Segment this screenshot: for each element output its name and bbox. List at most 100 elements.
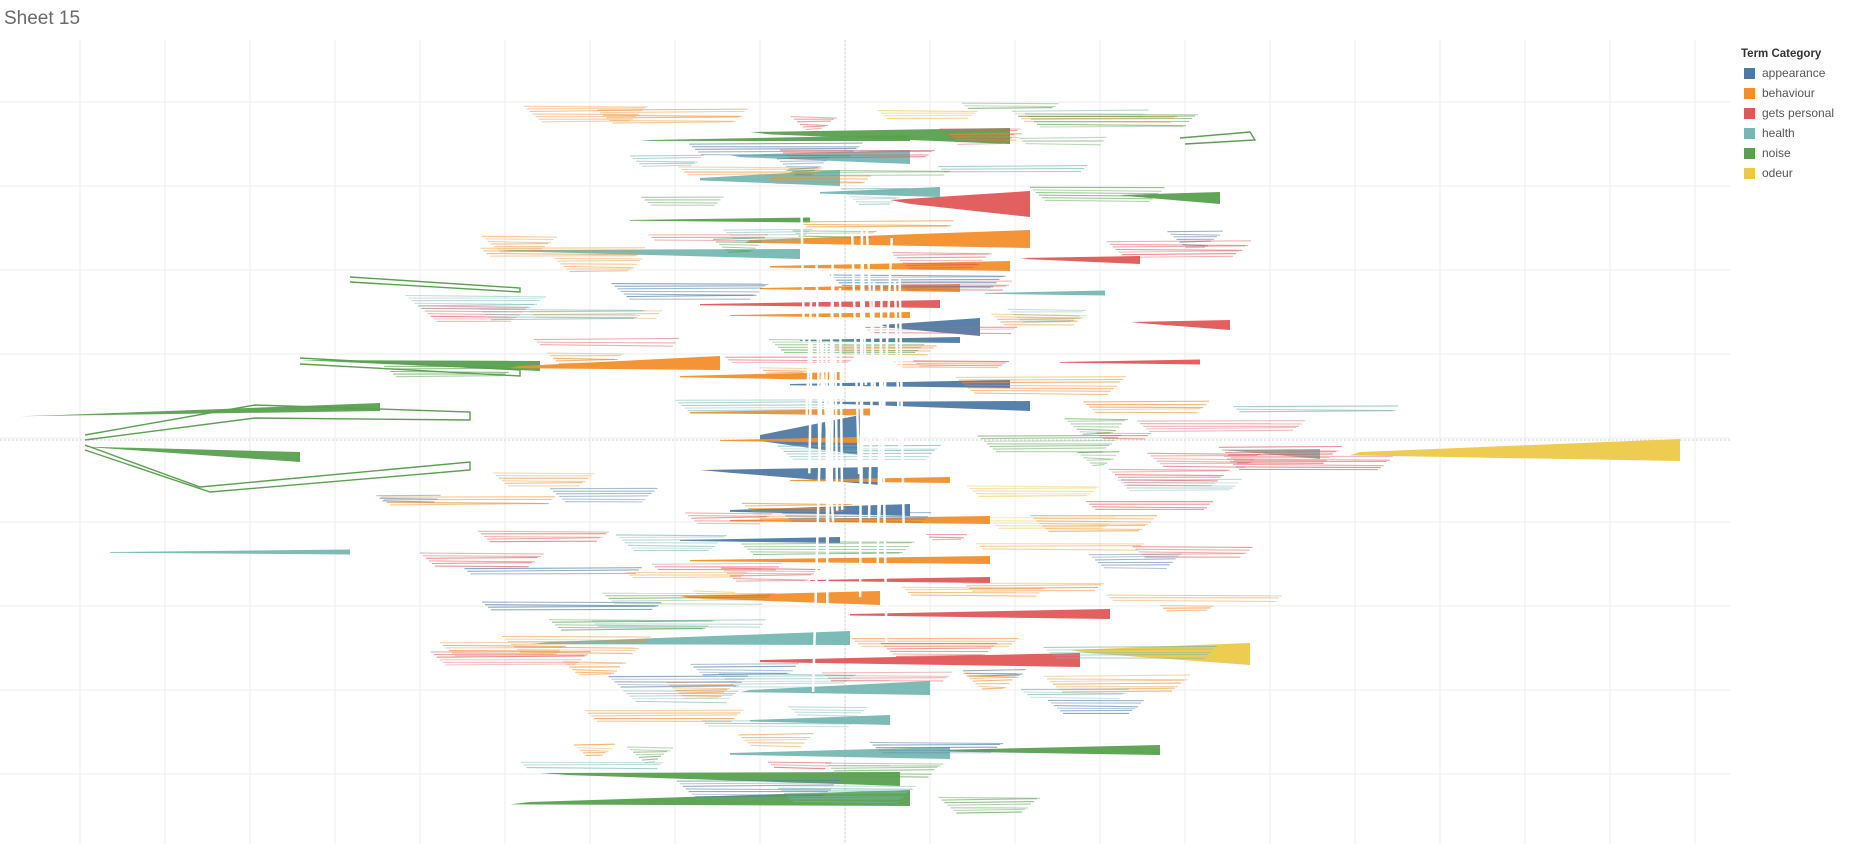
hatch-line-behaviour (511, 642, 642, 645)
hatch-line-gets-personal (908, 266, 974, 269)
hatch-line-behaviour (969, 676, 1016, 680)
hatch-line-noise (551, 620, 712, 623)
hatch-line-gets-personal (1224, 451, 1336, 454)
hatch-line-odeur (966, 485, 1100, 488)
hatch-line-behaviour (632, 576, 742, 579)
hatch-line-gets-personal (1221, 449, 1339, 452)
hatch-line-behaviour (487, 240, 551, 244)
hatch-line-noise (956, 811, 1022, 814)
hatch-line-behaviour (738, 732, 814, 736)
hatch-line-gets-personal (773, 766, 826, 770)
hatch-line-gets-personal (822, 671, 953, 674)
hatch-line-behaviour (750, 744, 802, 748)
hatch-line-gets-personal (898, 657, 980, 660)
hatch-line-health (523, 763, 661, 766)
hatch-line-health (1012, 109, 1149, 112)
area-band-noise (630, 217, 810, 223)
hatch-line-appearance (782, 162, 824, 165)
hatch-line-gets-personal (1115, 248, 1242, 251)
hatch-line-health (591, 619, 766, 622)
hatch-line-gets-personal (805, 127, 822, 131)
hatch-line-health (629, 694, 733, 697)
connector-ribbon (815, 248, 821, 451)
hatch-line-behaviour (480, 247, 645, 249)
legend-item-appearance[interactable]: appearance (1741, 63, 1851, 83)
hatch-line-noise (647, 201, 718, 204)
hatch-line-behaviour (672, 687, 731, 690)
legend-item-noise[interactable]: noise (1741, 143, 1851, 163)
legend-item-behaviour[interactable]: behaviour (1741, 83, 1851, 103)
area-band-behaviour (680, 591, 880, 605)
outline-noise (299, 357, 521, 377)
hatch-line-health (852, 197, 897, 200)
hatch-line-gets-personal (796, 120, 831, 123)
hatch-line-gets-personal (867, 328, 1015, 331)
hatch-line-behaviour (486, 252, 639, 256)
hatch-line-appearance (611, 283, 769, 285)
hatch-line-appearance (464, 567, 642, 570)
connector-ribbon (861, 258, 868, 386)
chart-plot-area (0, 40, 1730, 844)
hatch-line-behaviour (973, 392, 1108, 396)
hatch-line-behaviour (775, 182, 862, 185)
hatch-line-gets-personal (870, 332, 1012, 335)
hatch-line-gets-personal (735, 579, 806, 582)
hatch-line-health (858, 203, 891, 206)
area-band-behaviour (505, 356, 720, 370)
area-band-noise (20, 445, 300, 462)
legend-item-odeur[interactable]: odeur (1741, 163, 1851, 183)
hatch-line-behaviour (1039, 522, 1149, 525)
hatch-line-gets-personal (789, 156, 926, 159)
hatch-line-behaviour (603, 114, 742, 117)
hatch-line-health (405, 294, 547, 298)
legend-item-health[interactable]: health (1741, 123, 1851, 143)
hatch-line-gets-personal (445, 663, 576, 666)
hatch-line-odeur (969, 487, 1097, 490)
hatch-line-health (636, 160, 698, 163)
hatch-line-appearance (1170, 233, 1220, 236)
hatch-line-gets-personal (767, 761, 832, 764)
hatch-line-behaviour (678, 691, 725, 694)
hatch-line-health (684, 406, 836, 409)
hatch-line-noise (633, 751, 667, 753)
hatch-line-noise (1038, 194, 1156, 197)
hatch-line-health (635, 700, 727, 704)
hatch-line-noise (944, 801, 1034, 804)
hatch-line-health (491, 317, 635, 321)
area-band-noise (540, 772, 900, 786)
hatch-line-health (788, 706, 867, 709)
area-band-behaviour (690, 556, 990, 564)
hatch-line-gets-personal (802, 125, 825, 128)
legend-item-gets-personal[interactable]: gets personal (1741, 103, 1851, 123)
hatch-line-behaviour (687, 173, 815, 176)
hatch-line-noise (786, 169, 951, 172)
hatch-line-health (417, 303, 535, 307)
hatch-line-noise (614, 603, 763, 605)
hatch-line-appearance (676, 779, 840, 782)
hatch-line-behaviour (523, 105, 648, 108)
hatch-line-noise (768, 338, 931, 342)
area-band-odeur (1350, 439, 1680, 461)
hatch-line-noise (825, 762, 944, 765)
hatch-line-appearance (626, 294, 754, 298)
hatch-line-behaviour (533, 313, 660, 316)
hatch-line-noise (941, 798, 1037, 801)
hatch-line-noise (1019, 136, 1107, 139)
hatch-line-behaviour (609, 119, 736, 122)
legend-label: odeur (1762, 166, 1793, 180)
hatch-line-behaviour (1033, 517, 1155, 520)
hatch-line-appearance (1179, 240, 1211, 243)
hatch-line-behaviour (972, 679, 1013, 682)
hatch-line-gets-personal (1141, 553, 1244, 556)
hatch-line-appearance (488, 605, 656, 608)
hatch-line-gets-personal (1233, 463, 1384, 467)
hatch-line-gets-personal (1135, 548, 1250, 551)
hatch-line-behaviour (499, 250, 539, 253)
hatch-line-behaviour (744, 504, 850, 507)
hatch-line-gets-personal (431, 562, 532, 565)
hatch-line-gets-personal (913, 360, 1009, 363)
hatch-line-behaviour (1045, 528, 1143, 530)
connector-ribbon (880, 348, 888, 643)
hatch-line-behaviour (981, 687, 1004, 690)
hatch-line-gets-personal (729, 574, 812, 577)
